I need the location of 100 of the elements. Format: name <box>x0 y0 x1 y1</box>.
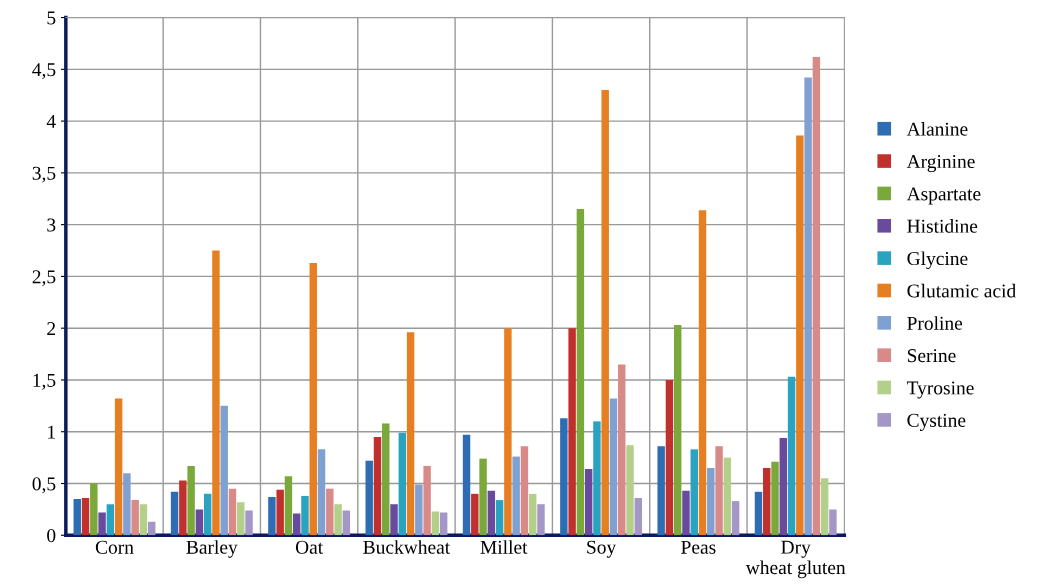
bar <box>471 493 479 536</box>
bar <box>284 476 293 536</box>
y-tick-label: 4 <box>46 115 56 128</box>
bar <box>342 510 351 536</box>
bar <box>568 328 576 536</box>
bar <box>228 488 237 536</box>
y-tick-label: 1,5 <box>33 373 56 390</box>
x-tick-label: Corn <box>95 540 134 554</box>
x-tick-label: Barley <box>186 540 238 558</box>
bar <box>690 449 698 536</box>
bar <box>276 489 284 536</box>
bar <box>237 502 245 536</box>
bar <box>634 498 643 536</box>
bar <box>560 418 568 536</box>
bar <box>334 504 342 536</box>
y-tick-label: 5 <box>47 11 56 25</box>
x-tick-label: Buckwheat <box>363 540 451 554</box>
bar <box>439 512 448 536</box>
bar <box>462 434 471 536</box>
bar <box>365 460 373 536</box>
bar <box>195 509 204 536</box>
bar <box>665 379 674 536</box>
bar <box>415 484 423 536</box>
bar <box>406 332 415 536</box>
bar <box>715 446 723 536</box>
bar <box>771 461 779 536</box>
bar <box>292 513 301 536</box>
bar <box>203 493 212 536</box>
bar <box>609 398 618 536</box>
legend-label: Alanine <box>906 122 968 136</box>
bar <box>131 500 139 536</box>
bar <box>504 328 512 536</box>
bar <box>317 449 326 536</box>
bar <box>657 446 665 536</box>
bar <box>479 458 487 536</box>
bar <box>431 511 440 536</box>
bar <box>106 504 115 536</box>
bar <box>495 500 504 536</box>
bar <box>779 437 788 536</box>
bar <box>309 262 317 536</box>
bar <box>576 209 585 536</box>
y-tick-label: 2,5 <box>32 270 56 287</box>
legend-label: Proline <box>907 316 963 330</box>
bar <box>220 405 228 536</box>
bar <box>593 421 601 536</box>
bar <box>179 480 187 536</box>
x-tick-label: Soy <box>587 540 617 558</box>
bar <box>723 457 732 536</box>
legend-label: Cystine <box>907 413 966 431</box>
bar <box>682 490 690 536</box>
bar <box>618 364 626 536</box>
bar <box>81 498 90 536</box>
x-tick-label: Millet <box>480 540 528 554</box>
legend-label: Arginine <box>906 154 975 173</box>
bar <box>301 495 309 536</box>
bar <box>170 491 179 536</box>
bar <box>326 488 334 536</box>
x-tick-label: Oat <box>295 540 324 554</box>
bar <box>123 473 131 536</box>
bar <box>90 483 98 536</box>
legend-label: Glutamic acid <box>907 283 1016 298</box>
bar <box>804 77 812 536</box>
y-tick-label: 3 <box>47 218 56 232</box>
bar <box>796 135 804 536</box>
bar <box>398 432 407 536</box>
bar <box>268 496 276 536</box>
bar <box>512 456 520 536</box>
bar <box>584 469 593 536</box>
x-tick-label: Peas <box>681 540 716 554</box>
bar <box>187 465 195 536</box>
bar <box>114 398 123 536</box>
x-tick-label: Dry wheat gluten <box>745 540 846 579</box>
bar <box>373 436 382 536</box>
bar <box>626 445 634 536</box>
y-tick-label: 4,5 <box>32 63 56 80</box>
bar <box>673 325 682 536</box>
y-tick-label: 0,5 <box>32 477 56 494</box>
bar <box>423 465 431 536</box>
bar <box>698 210 707 536</box>
legend-label: Serine <box>907 349 956 363</box>
bar <box>787 376 796 536</box>
bar <box>390 504 398 536</box>
bar <box>820 478 829 536</box>
bar <box>487 490 496 536</box>
bar <box>245 510 253 536</box>
bar <box>829 509 837 536</box>
bar <box>147 521 156 536</box>
legend-label: Glycine <box>907 251 968 270</box>
y-tick-label: 1 <box>48 425 55 439</box>
bar <box>528 493 537 536</box>
bar <box>754 491 763 536</box>
legend-label: Tyrosine <box>906 381 974 399</box>
bar <box>382 423 390 536</box>
bar <box>763 467 771 536</box>
bar <box>812 56 821 536</box>
bar <box>731 501 740 536</box>
bar <box>212 250 220 536</box>
legend-label: Aspartate <box>906 187 981 205</box>
bar <box>98 512 106 536</box>
y-tick-label: 2 <box>47 322 56 335</box>
